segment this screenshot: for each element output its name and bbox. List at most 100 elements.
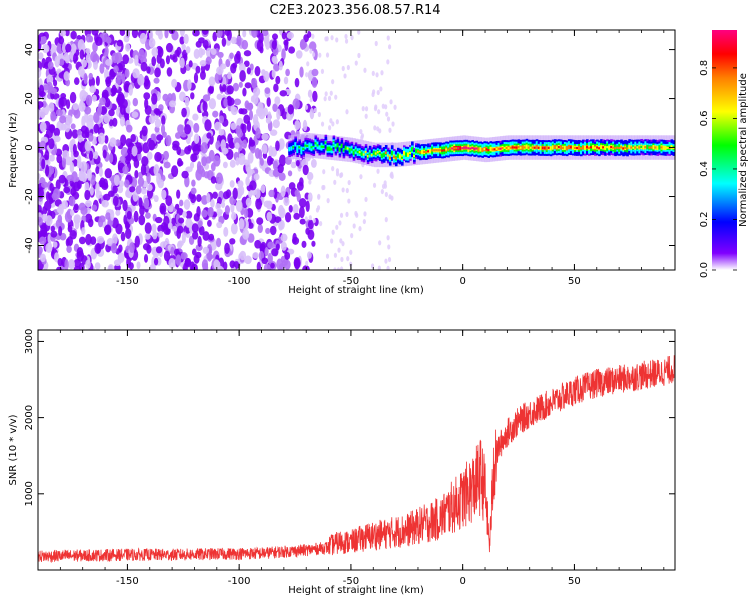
noise-blob-faint xyxy=(325,52,330,58)
signal-cell xyxy=(569,146,573,149)
noise-blob xyxy=(280,233,288,242)
noise-blob xyxy=(112,195,119,207)
noise-blob xyxy=(307,89,313,98)
noise-blob-faint xyxy=(363,211,367,217)
noise-blob xyxy=(179,199,184,207)
noise-blob xyxy=(84,106,92,115)
noise-blob xyxy=(154,67,161,78)
noise-blob xyxy=(277,163,284,174)
noise-blob xyxy=(242,139,248,149)
signal-cell xyxy=(487,149,491,152)
noise-blob xyxy=(41,35,47,44)
noise-blob xyxy=(206,132,212,139)
noise-blob-faint xyxy=(357,30,361,35)
noise-blob xyxy=(85,33,92,43)
noise-blob xyxy=(266,211,273,222)
noise-blob xyxy=(42,43,50,54)
noise-blob xyxy=(234,142,240,150)
noise-blob xyxy=(172,140,180,148)
noise-blob xyxy=(299,66,304,78)
signal-cell xyxy=(471,146,474,150)
noise-blob xyxy=(125,43,131,52)
noise-blob-faint xyxy=(386,235,390,241)
signal-cell xyxy=(602,146,605,149)
signal-cell xyxy=(545,146,549,150)
signal-cell xyxy=(577,146,581,149)
noise-blob xyxy=(152,230,158,240)
noise-blob xyxy=(287,170,293,177)
noise-blob xyxy=(107,263,115,270)
noise-blob-faint xyxy=(393,104,397,110)
noise-blob xyxy=(235,199,243,212)
noise-blob xyxy=(259,158,264,166)
noise-blob xyxy=(127,148,132,155)
noise-blob xyxy=(73,53,78,64)
signal-cell xyxy=(302,147,306,151)
noise-blob xyxy=(229,238,236,245)
noise-blob-faint xyxy=(318,52,322,58)
noise-blob xyxy=(310,158,317,168)
noise-blob xyxy=(74,219,80,230)
noise-blob xyxy=(38,35,42,43)
signal-cell xyxy=(646,146,649,149)
noise-blob xyxy=(53,127,61,137)
signal-cell xyxy=(614,147,617,150)
noise-blob xyxy=(249,63,254,71)
signal-cell xyxy=(386,154,390,157)
noise-blob-faint xyxy=(304,216,308,222)
noise-blob xyxy=(148,115,156,124)
noise-blob xyxy=(261,133,269,141)
noise-blob xyxy=(53,135,61,143)
signal-cell xyxy=(451,147,454,150)
noise-blob xyxy=(236,34,242,47)
noise-blob xyxy=(53,79,58,87)
signal-cell xyxy=(664,146,668,150)
signal-cell xyxy=(654,146,658,149)
noise-blob xyxy=(283,196,290,206)
noise-blob-faint xyxy=(381,183,386,189)
signal-cell xyxy=(344,146,348,149)
noise-blob xyxy=(233,98,242,106)
noise-blob xyxy=(154,118,162,128)
noise-blob xyxy=(45,215,53,227)
noise-blob xyxy=(38,109,41,120)
colorbar-tick-label: 0.2 xyxy=(699,212,710,228)
signal-cell xyxy=(489,147,493,151)
noise-blob xyxy=(48,102,55,113)
noise-blob xyxy=(135,185,142,195)
noise-blob xyxy=(227,97,235,106)
noise-blob-faint xyxy=(347,198,351,204)
noise-blob-faint xyxy=(325,36,329,42)
signal-cell xyxy=(306,144,310,148)
noise-blob xyxy=(41,57,46,69)
noise-blob-faint xyxy=(386,265,390,270)
noise-blob-faint xyxy=(317,194,321,200)
y-tick-label: -40 xyxy=(24,237,35,253)
noise-blob xyxy=(270,262,275,269)
noise-blob xyxy=(66,174,74,182)
signal-cell xyxy=(644,146,647,149)
noise-blob xyxy=(293,257,301,269)
noise-blob xyxy=(110,242,117,254)
noise-blob xyxy=(81,115,86,128)
noise-blob xyxy=(59,96,68,107)
noise-blob xyxy=(281,48,286,61)
snr-series-line xyxy=(38,355,675,564)
noise-blob xyxy=(162,131,167,138)
noise-blob xyxy=(279,154,286,167)
noise-blob xyxy=(202,39,209,49)
signal-cell xyxy=(380,154,384,157)
noise-blob xyxy=(49,124,55,134)
noise-blob xyxy=(156,134,164,141)
noise-blob xyxy=(313,48,318,61)
noise-blob xyxy=(41,158,46,170)
noise-blob xyxy=(231,212,237,221)
noise-blob-faint xyxy=(313,107,317,113)
signal-cell xyxy=(459,147,462,150)
noise-blob xyxy=(285,68,290,77)
noise-blob xyxy=(264,247,269,257)
signal-cell xyxy=(320,145,324,148)
noise-blob-faint xyxy=(330,238,334,244)
noise-blob-faint xyxy=(350,233,354,239)
noise-blob xyxy=(137,74,145,86)
